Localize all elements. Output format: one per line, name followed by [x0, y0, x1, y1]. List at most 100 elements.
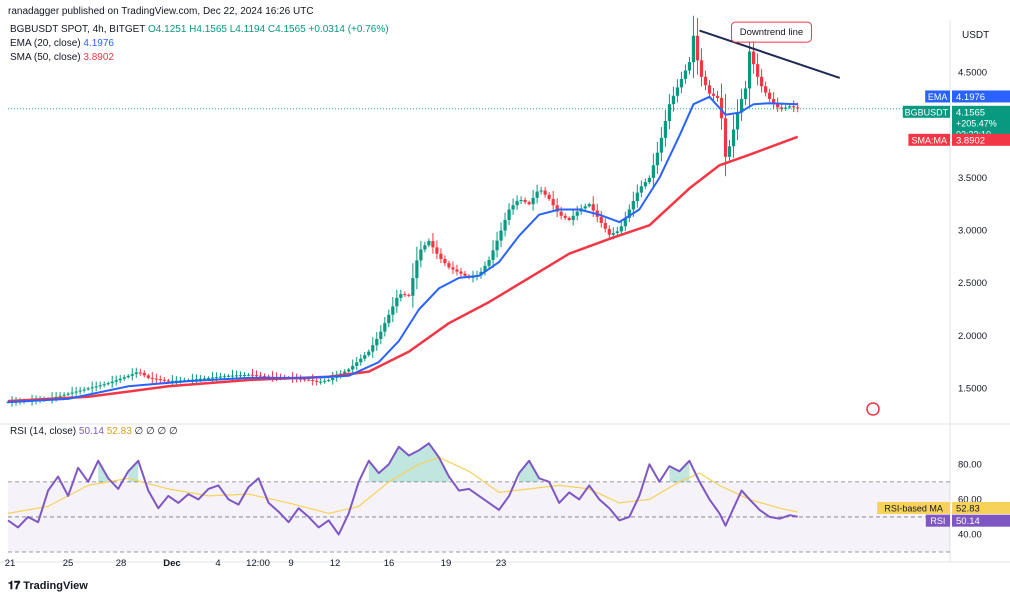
- candle-body: [323, 380, 327, 382]
- candle-body: [788, 106, 792, 108]
- candle-body: [735, 112, 740, 130]
- candle-body: [683, 70, 688, 79]
- candle-body: [174, 380, 178, 382]
- candle-body: [515, 201, 519, 206]
- candle-body: [206, 377, 211, 379]
- candle-body: [194, 379, 198, 381]
- candle-body: [319, 381, 323, 383]
- annotation-text: Downtrend line: [740, 27, 803, 38]
- time-tick-label: 9: [288, 558, 293, 569]
- candle-body: [447, 263, 451, 268]
- candle-body: [110, 381, 114, 384]
- candle-body: [711, 93, 716, 96]
- candle-body: [559, 211, 563, 216]
- candle-body: [719, 97, 724, 119]
- candle-body: [162, 379, 166, 381]
- candle-body: [631, 201, 635, 210]
- last-price-extra: +205.47%: [956, 118, 997, 128]
- candle-body: [102, 384, 106, 386]
- candle-body: [607, 228, 611, 235]
- tradingview-logo[interactable]: 𝟏𝟕 TradingView: [8, 580, 88, 593]
- candle-body: [768, 92, 772, 99]
- rsi-overbought-fill: [669, 460, 690, 482]
- legend-rsi-extra: ∅ ∅ ∅ ∅: [134, 426, 178, 437]
- legend-ema-label: EMA (20, close): [10, 38, 81, 49]
- candle-body: [671, 95, 676, 105]
- candle-body: [523, 200, 527, 203]
- candle-body: [419, 249, 423, 261]
- candle-body: [379, 331, 383, 339]
- legend-symbol-row: BGBUSDT SPOT, 4h, BITGET O4.1251 H4.1565…: [10, 24, 389, 35]
- legend-rsi-row[interactable]: RSI (14, close) 50.14 52.83 ∅ ∅ ∅ ∅: [10, 426, 178, 437]
- candle-body: [94, 386, 98, 388]
- candle-body: [731, 129, 736, 147]
- candle-body: [371, 345, 375, 352]
- candle-body: [772, 98, 776, 104]
- candle-body: [98, 385, 102, 387]
- legend-sma-row[interactable]: SMA (50, close) 3.8902: [10, 52, 114, 63]
- candle-body: [423, 245, 427, 250]
- rsi-ma-label-badge: [877, 501, 950, 514]
- branding-text: TradingView: [23, 580, 88, 592]
- price-tick-label: 3.0000: [958, 226, 987, 237]
- sma-label-badge: [908, 133, 950, 146]
- rsi-ma-value: 52.83: [956, 503, 980, 514]
- candle-body: [780, 107, 784, 109]
- candle-body: [699, 60, 704, 77]
- candle-body: [327, 380, 331, 381]
- candle-body: [627, 209, 631, 218]
- candle-body: [703, 76, 708, 86]
- candle-body: [755, 64, 760, 77]
- legend-rsi-label: RSI (14, close): [10, 426, 77, 437]
- last-price-value: 4.1565: [956, 107, 985, 118]
- candle-body: [210, 377, 215, 379]
- rsi-overbought-fill: [368, 443, 449, 482]
- candle-body: [792, 106, 796, 108]
- candle-body: [86, 388, 90, 390]
- candle-body: [796, 107, 800, 109]
- rsi-line: [7, 442, 798, 536]
- candle-body: [427, 241, 431, 246]
- publisher-line: ranadagger published on TradingView.com,…: [8, 6, 314, 17]
- legend-rsi-value: 50.14: [78, 426, 104, 437]
- sma-line: [7, 135, 799, 403]
- ema-value: 4.1976: [956, 92, 985, 103]
- rsi-tick-label: 80.00: [958, 459, 982, 470]
- legend-sma-value: 3.8902: [83, 52, 114, 63]
- candle-body: [138, 372, 142, 374]
- legend-symbol[interactable]: BGBUSDT SPOT, 4h, BITGET: [10, 24, 146, 35]
- candle-body: [383, 323, 387, 332]
- alert-icon: [866, 402, 880, 416]
- time-tick-label: 4: [215, 558, 220, 569]
- candle-body: [643, 182, 647, 187]
- candle-body: [407, 294, 411, 296]
- currency-label: USDT: [962, 30, 989, 41]
- candle-body: [599, 216, 603, 223]
- time-tick-label: 25: [63, 558, 74, 569]
- candle-body: [315, 380, 319, 382]
- candle-body: [311, 380, 315, 381]
- candle-body: [90, 387, 94, 389]
- candle-body: [571, 215, 575, 220]
- time-tick-label: 16: [384, 558, 395, 569]
- candle-body: [122, 377, 126, 379]
- candle-body: [551, 198, 555, 206]
- sma-value: 3.8902: [956, 135, 985, 146]
- candle-body: [483, 265, 487, 272]
- candle-body: [403, 294, 407, 296]
- candle-body: [659, 137, 663, 153]
- candle-body: [74, 391, 78, 393]
- candle-body: [395, 297, 399, 307]
- candle-body: [387, 314, 391, 324]
- time-tick-label: 28: [116, 558, 127, 569]
- time-tick-label: 12: [330, 558, 341, 569]
- rsi-ma-label: RSI-based MA: [884, 503, 943, 513]
- candle-body: [463, 273, 467, 276]
- legend-ema-row[interactable]: EMA (20, close) 4.1976: [10, 38, 114, 49]
- downtrend-line: [699, 29, 841, 79]
- sma-label: SMA:MA: [911, 135, 947, 145]
- candle-body: [391, 306, 395, 315]
- candle-body: [431, 241, 435, 248]
- rsi-current-value-badge: [952, 514, 1010, 527]
